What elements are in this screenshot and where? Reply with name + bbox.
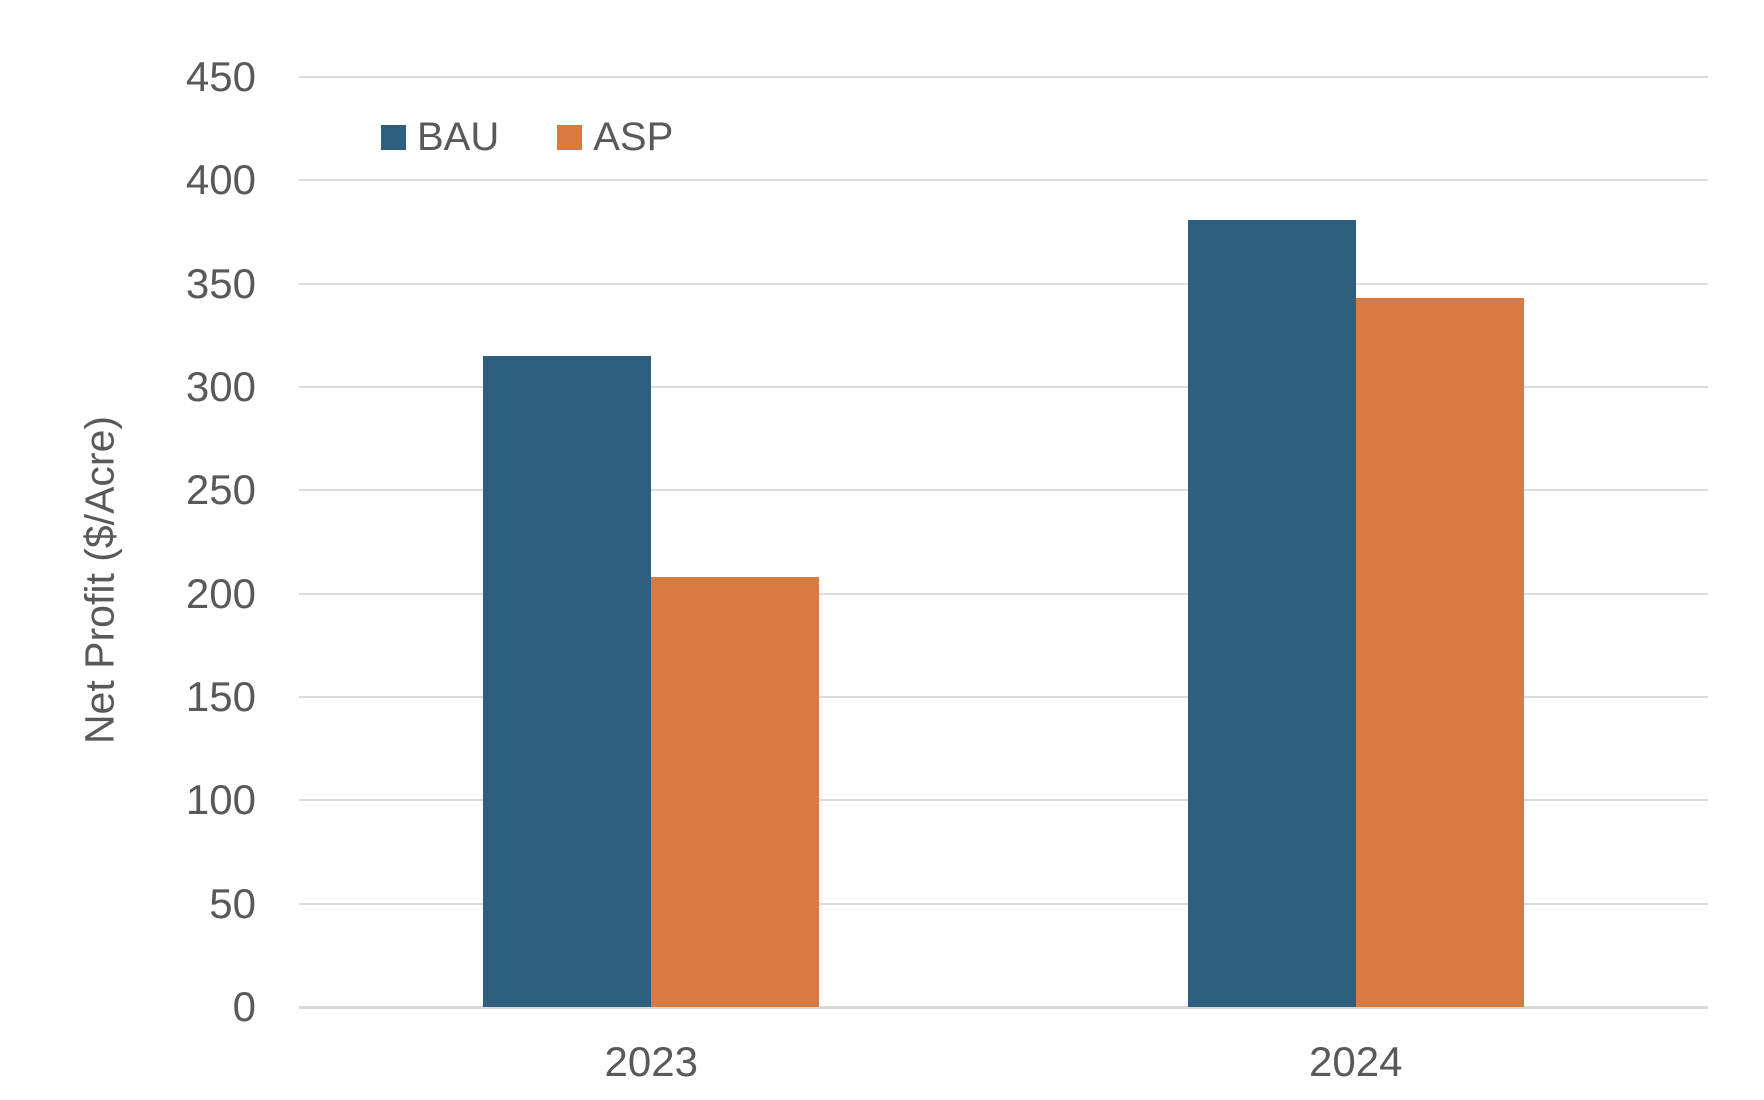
y-tick-label-100: 100 — [185, 776, 256, 824]
legend-swatch-asp — [557, 124, 583, 150]
y-tick-label-400: 400 — [185, 156, 256, 204]
legend-swatch-bau — [381, 124, 406, 150]
legend-label-asp: ASP — [593, 115, 674, 159]
legend-entry-asp: ASP — [557, 117, 673, 157]
y-tick-label-300: 300 — [185, 363, 256, 410]
y-tick-label-200: 200 — [185, 569, 256, 617]
y-tick-label-0: 0 — [232, 983, 256, 1030]
gridline-300 — [299, 386, 1708, 388]
y-tick-label-450: 450 — [185, 53, 256, 100]
gridline-50 — [299, 902, 1708, 905]
gridline-450 — [299, 76, 1708, 78]
bar-bau-2024 — [1187, 219, 1356, 1007]
plot-area — [299, 76, 1708, 1009]
gridline-350 — [299, 282, 1708, 285]
x-tick-label-2023: 2023 — [604, 1038, 698, 1085]
x-tick-label-2024: 2024 — [1309, 1038, 1403, 1085]
bar-asp-2024 — [1355, 298, 1524, 1007]
bar-bau-2023 — [483, 356, 652, 1007]
y-tick-label-350: 350 — [185, 259, 256, 307]
gridline-400 — [299, 179, 1708, 182]
gridline-0 — [299, 1006, 1708, 1009]
bar-asp-2023 — [651, 577, 820, 1007]
legend: BAU ASP — [381, 112, 673, 162]
gridline-100 — [299, 799, 1708, 802]
legend-entry-bau: BAU — [381, 117, 499, 157]
gridline-250 — [299, 489, 1708, 492]
y-tick-label-150: 150 — [185, 673, 256, 720]
gridline-150 — [299, 696, 1708, 698]
y-tick-label-50: 50 — [209, 879, 256, 927]
y-tick-label-250: 250 — [185, 466, 256, 514]
gridline-200 — [299, 592, 1708, 595]
legend-label-bau: BAU — [417, 115, 500, 159]
